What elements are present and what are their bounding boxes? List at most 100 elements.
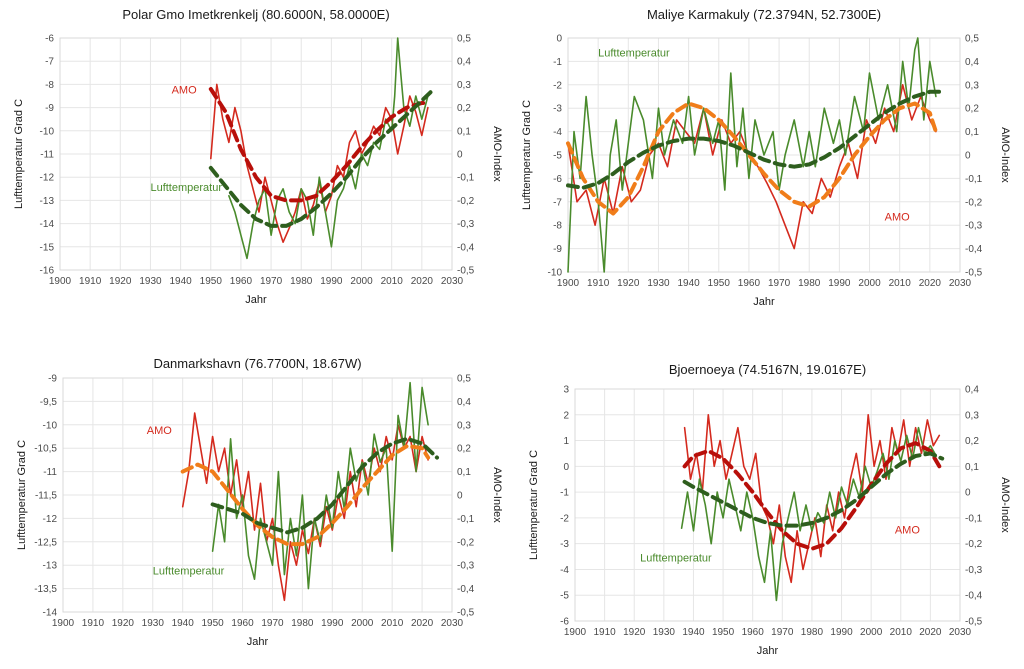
y-tick-label: -10,5 — [34, 444, 57, 455]
y2-tick-label: -0,5 — [457, 266, 475, 277]
y-tick-label: -10 — [548, 268, 563, 279]
x-tick-label: 1970 — [768, 278, 791, 289]
x-tick-label: 1910 — [593, 627, 616, 638]
x-tick-label: 1970 — [261, 618, 284, 629]
x-tick-label: 2030 — [949, 278, 972, 289]
y-tick-label: -11 — [40, 150, 54, 161]
y2-tick-label: 0,2 — [965, 436, 979, 447]
y2-axis-label: AMO-Index — [491, 467, 503, 523]
x-tick-label: 1930 — [139, 276, 162, 287]
y2-tick-label: 0,2 — [965, 104, 979, 115]
y-tick-label: -3 — [553, 104, 562, 115]
chart-panel-maliye-karmakuly: Maliye Karmakuly (72.3794N, 52.7300E) 190… — [521, 7, 1011, 308]
y-tick-label: -8 — [553, 221, 562, 232]
y-tick-label: 1 — [563, 436, 569, 447]
y2-tick-label: -0,1 — [457, 514, 475, 525]
x-tick-label: 2010 — [381, 618, 404, 629]
y2-tick-label: -0,2 — [965, 197, 983, 208]
y2-tick-label: -0,1 — [457, 173, 475, 184]
series-annotation: AMO — [885, 212, 911, 224]
series-line-lufttemperatur — [228, 37, 429, 260]
x-tick-label: 1910 — [79, 276, 102, 287]
y2-tick-label: 0,1 — [457, 126, 471, 137]
trend-line-amo — [566, 101, 938, 216]
y2-tick-label: -0,3 — [965, 221, 983, 232]
y2-tick-label: -0,2 — [457, 537, 475, 548]
y-tick-label: 3 — [563, 385, 569, 396]
x-tick-label: 1920 — [109, 276, 132, 287]
x-axis-label: Jahr — [247, 636, 269, 648]
y-tick-label: -1 — [553, 57, 562, 68]
series-line-lufttemperatur — [680, 426, 938, 602]
y-tick-label: -1 — [560, 488, 569, 499]
y2-tick-label: 0,2 — [457, 444, 471, 455]
y-tick-label: -14 — [40, 219, 55, 230]
y2-tick-label: -0,5 — [965, 268, 983, 279]
y2-tick-label: 0 — [457, 491, 463, 502]
y-tick-label: -7 — [553, 197, 562, 208]
x-tick-label: 2030 — [949, 627, 972, 638]
plot-frame — [574, 388, 961, 622]
y-tick-label: -9 — [48, 374, 57, 385]
x-tick-label: 1950 — [712, 627, 735, 638]
x-tick-label: 1970 — [771, 627, 794, 638]
x-tick-label: 2010 — [890, 627, 913, 638]
y-tick-label: -2 — [560, 513, 569, 524]
y2-tick-label: 0 — [965, 488, 971, 499]
y-axis-label: Lufttemperatur Grad C — [528, 450, 540, 560]
y2-tick-label: -0,3 — [965, 565, 983, 576]
series-annotation: AMO — [147, 425, 173, 437]
y2-tick-label: -0,4 — [457, 584, 475, 595]
x-tick-label: 2000 — [858, 278, 881, 289]
y-tick-label: -3 — [560, 539, 569, 550]
plot-frame — [59, 37, 453, 271]
y2-tick-label: 0,3 — [965, 80, 979, 91]
y-tick-label: 0 — [563, 462, 569, 473]
y2-tick-label: -0,4 — [457, 242, 475, 253]
y-tick-label: -13 — [40, 196, 55, 207]
x-tick-label: 1980 — [801, 627, 824, 638]
y-tick-label: -15 — [40, 242, 55, 253]
y2-tick-label: -0,4 — [965, 244, 983, 255]
x-tick-label: 2030 — [441, 276, 464, 287]
x-tick-label: 1970 — [260, 276, 283, 287]
y-tick-label: -4 — [553, 127, 562, 138]
x-tick-label: 1900 — [564, 627, 587, 638]
y-tick-label: -16 — [40, 266, 55, 277]
x-tick-label: 2000 — [351, 618, 374, 629]
chart-title: Bjoernoeya (74.5167N, 19.0167E) — [669, 362, 866, 377]
series-annotation: Lufttemperatur — [598, 48, 670, 60]
x-tick-label: 1920 — [617, 278, 640, 289]
y-axis-label: Lufttemperatur Grad C — [13, 99, 25, 209]
y-tick-label: -5 — [553, 151, 562, 162]
x-tick-label: 2010 — [889, 278, 912, 289]
x-axis-label: Jahr — [245, 294, 267, 306]
chart-panel-polar-gmo: Polar Gmo Imetkrenkelj (80.6000N, 58.000… — [13, 7, 503, 306]
y-tick-label: -14 — [43, 608, 58, 619]
y2-tick-label: 0,3 — [457, 80, 471, 91]
x-tick-label: 1940 — [169, 276, 192, 287]
y-tick-label: -11 — [43, 467, 57, 478]
x-tick-label: 1980 — [290, 276, 313, 287]
x-tick-label: 1940 — [677, 278, 700, 289]
y2-tick-label: -0,2 — [965, 539, 983, 550]
y2-tick-label: 0,1 — [965, 127, 979, 138]
y2-tick-label: 0,5 — [457, 34, 471, 45]
series-annotation: Lufttemperatur — [153, 566, 225, 578]
series-annotation: AMO — [172, 85, 198, 97]
y-tick-label: 0 — [556, 34, 562, 45]
x-tick-label: 1960 — [742, 627, 765, 638]
y2-tick-label: 0,2 — [457, 103, 471, 114]
y-tick-label: -10 — [43, 420, 58, 431]
chart-title: Maliye Karmakuly (72.3794N, 52.7300E) — [647, 7, 881, 22]
y2-tick-label: -0,1 — [965, 174, 983, 185]
y2-tick-label: 0,4 — [965, 57, 979, 68]
x-axis-label: Jahr — [757, 645, 779, 657]
y-tick-label: -9,5 — [40, 397, 58, 408]
trend-line-amo — [180, 443, 431, 547]
x-tick-label: 1990 — [828, 278, 851, 289]
y2-axis-label: AMO-Index — [999, 477, 1011, 533]
y2-axis-label: AMO-Index — [491, 126, 503, 182]
x-tick-label: 1920 — [112, 618, 135, 629]
trend-line-lufttemperatur — [682, 451, 945, 528]
